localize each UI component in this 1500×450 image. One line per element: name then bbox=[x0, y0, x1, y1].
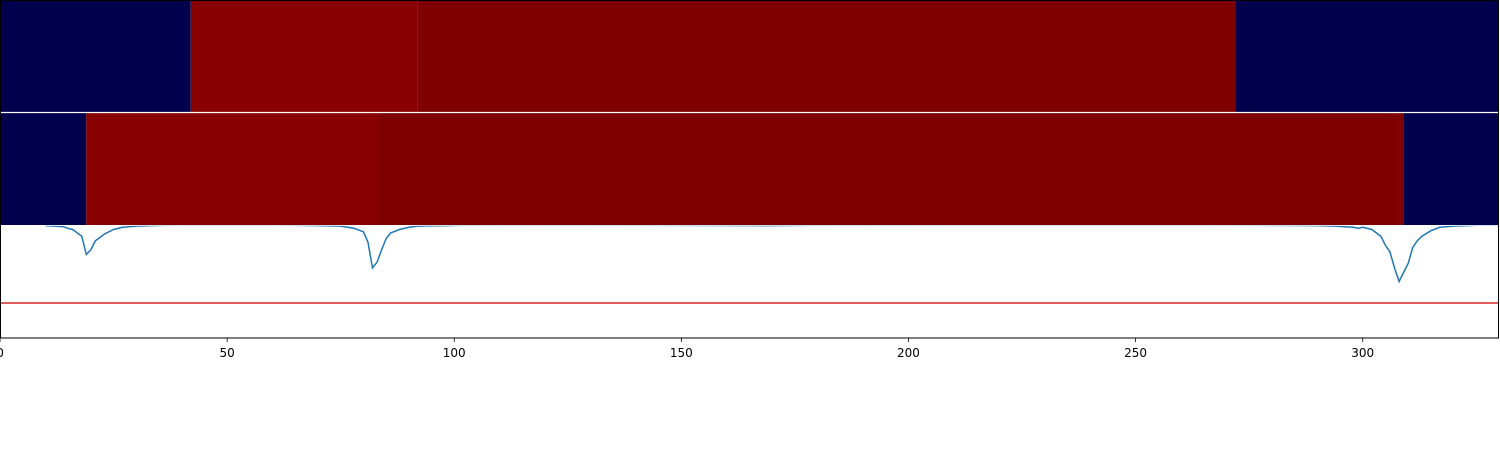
heatmap-cell-2-3 bbox=[377, 113, 1404, 225]
x-tick-label-250: 250 bbox=[1124, 346, 1147, 360]
heatmap-cell-1-1 bbox=[0, 0, 191, 112]
x-tick-label-150: 150 bbox=[670, 346, 693, 360]
x-axis: 0 50 100 150 200 250 300 bbox=[0, 0, 1499, 360]
series-line-1 bbox=[45, 225, 1499, 284]
x-tick-label-200: 200 bbox=[897, 346, 920, 360]
heatmap-cell-2-2 bbox=[86, 113, 378, 225]
x-tick-label-50: 50 bbox=[219, 346, 234, 360]
panel-1 bbox=[0, 0, 1499, 112]
x-tick-label-0: 0 bbox=[0, 346, 4, 360]
heatmap-cell-1-2 bbox=[190, 0, 418, 112]
heatmap-cell-2-1 bbox=[0, 113, 87, 225]
heatmap-cell-1-3 bbox=[417, 0, 1236, 112]
panel-3 bbox=[0, 225, 1499, 304]
heatmap-cell-2-4 bbox=[1403, 113, 1499, 225]
x-tick-label-300: 300 bbox=[1351, 346, 1374, 360]
chart-panels bbox=[0, 0, 1499, 304]
panel-2 bbox=[0, 113, 1499, 225]
plot-frame bbox=[0, 0, 1499, 339]
heatmap-cell-1-4 bbox=[1235, 0, 1499, 112]
x-tick-label-100: 100 bbox=[443, 346, 466, 360]
